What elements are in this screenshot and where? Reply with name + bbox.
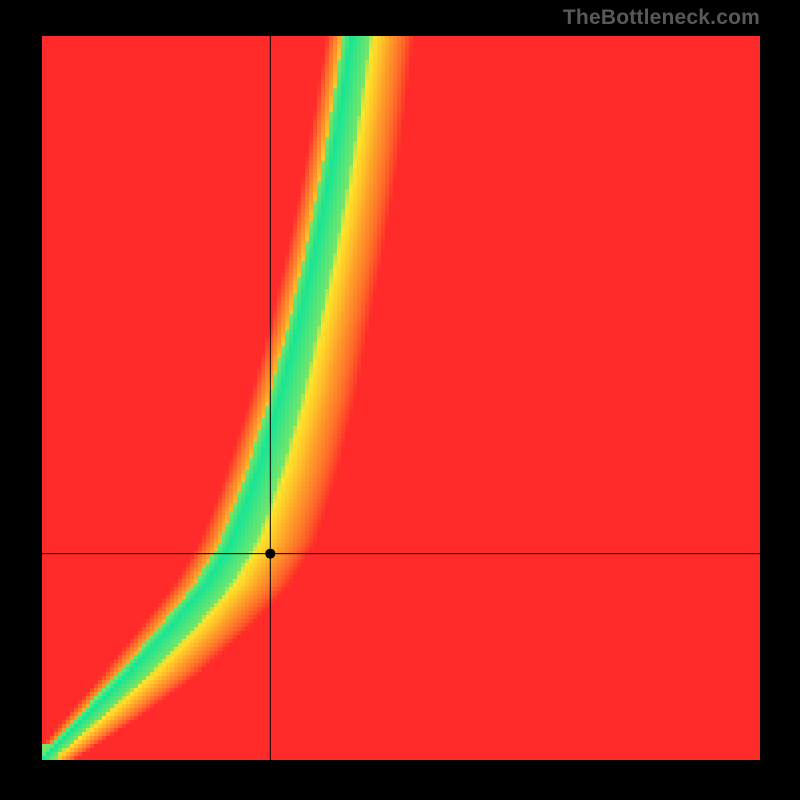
bottleneck-heatmap	[0, 0, 800, 800]
attribution-text: TheBottleneck.com	[563, 6, 760, 30]
chart-container: { "attribution": "TheBottleneck.com", "c…	[0, 0, 800, 800]
